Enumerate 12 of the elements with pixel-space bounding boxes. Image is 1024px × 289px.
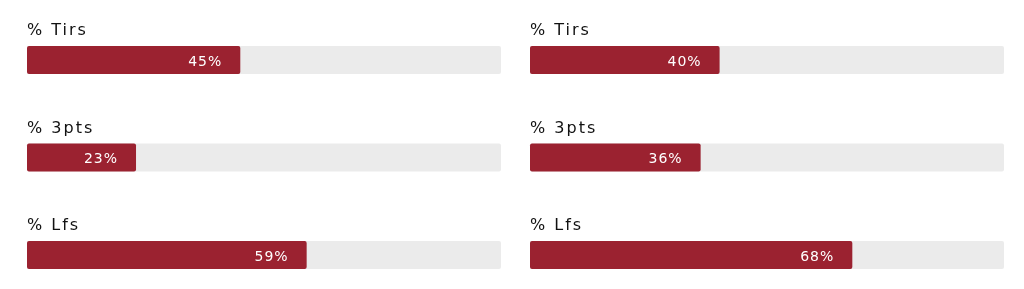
- category-label: % Tirs: [530, 20, 591, 39]
- category-label: % Tirs: [27, 20, 88, 39]
- data-label: 68%: [800, 247, 835, 264]
- data-label: 59%: [254, 247, 289, 264]
- category-label: % Lfs: [530, 215, 584, 234]
- category-label: % Lfs: [27, 215, 81, 234]
- data-label: 40%: [667, 52, 702, 69]
- data-label: 36%: [648, 150, 683, 166]
- category-label: % 3pts: [27, 117, 95, 137]
- data-label: 23%: [83, 150, 119, 166]
- category-label: % 3pts: [530, 117, 598, 137]
- data-label: 45%: [188, 52, 223, 69]
